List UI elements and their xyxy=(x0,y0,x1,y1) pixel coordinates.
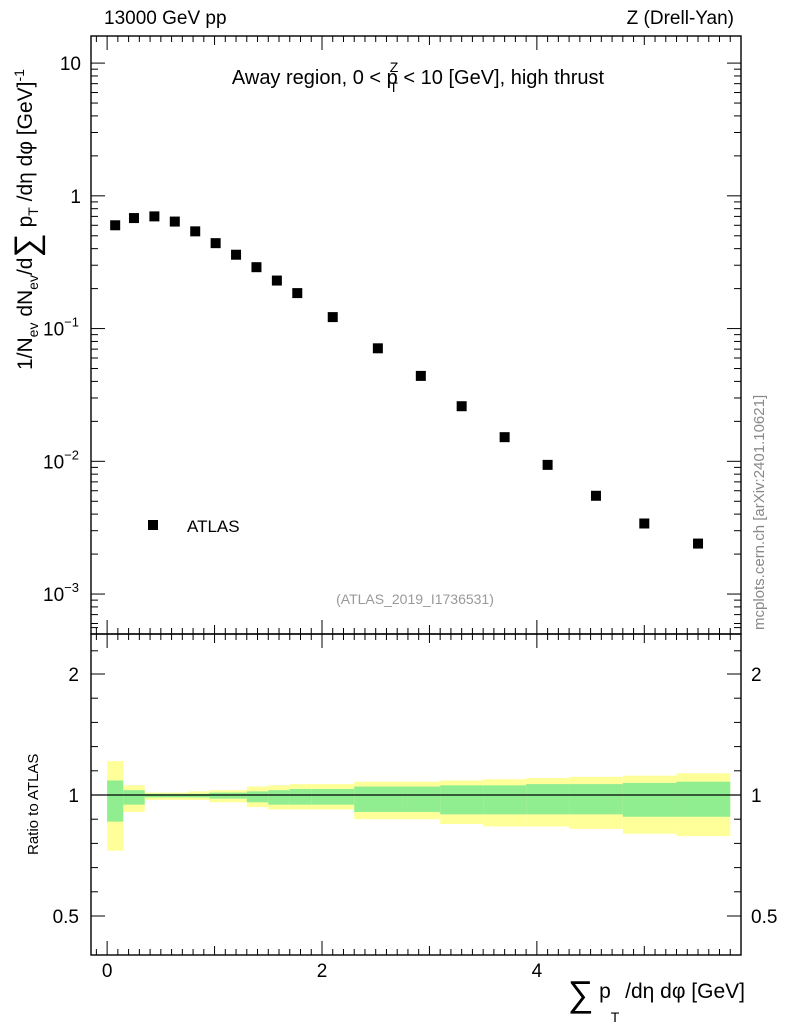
main-y-axis-label-text: 1/Nev dNev/d∑ pT /dη dφ [GeV]-1 xyxy=(8,69,46,370)
stat-uncertainty-band xyxy=(289,788,312,805)
data-point-atlas xyxy=(372,343,383,354)
ratio-y-tick-label-right: 0.5 xyxy=(751,907,777,928)
y-tick-label-base: 10 xyxy=(43,452,64,473)
stat-uncertainty-band xyxy=(440,785,484,815)
x-label-part: /dη dφ [GeV] xyxy=(619,980,745,1003)
stat-uncertainty-band xyxy=(483,785,527,815)
stat-uncertainty-band xyxy=(187,793,210,798)
data-point-atlas xyxy=(190,226,201,237)
y-tick-label: 10 xyxy=(60,54,81,75)
data-point-atlas xyxy=(128,213,139,224)
stat-uncertainty-band xyxy=(676,781,731,817)
analysis-reference-label: (ATLAS_2019_I1736531) xyxy=(336,591,494,607)
stat-uncertainty-band xyxy=(246,791,269,803)
data-point-atlas xyxy=(210,238,221,249)
y-label-sub: ev xyxy=(25,323,41,338)
ratio-y-axis-label-text: Ratio to ATLAS xyxy=(25,754,42,855)
plot-title-sup: Z xyxy=(390,59,399,75)
legend-marker-atlas xyxy=(148,520,158,530)
ratio-y-tick-label-right: 1 xyxy=(751,786,762,807)
legend-label-atlas: ATLAS xyxy=(187,517,240,536)
data-point-atlas xyxy=(169,216,180,227)
x-label-sum-symbol: ∑ xyxy=(568,973,594,1014)
x-label-part: p xyxy=(593,980,611,1003)
data-point-atlas xyxy=(415,370,426,381)
data-point-atlas xyxy=(110,220,121,231)
y-label-sup: -1 xyxy=(11,69,27,82)
stat-uncertainty-band xyxy=(230,792,247,799)
watermark-text: mcplots.cern.ch [arXiv:2401.10621] xyxy=(751,395,768,630)
main-y-axis-label: 1/Nev dNev/d∑ pT /dη dφ [GeV]-1 xyxy=(8,69,46,370)
stat-uncertainty-band xyxy=(144,793,167,798)
data-point-atlas xyxy=(693,538,704,549)
y-label-part: /d xyxy=(14,258,37,276)
x-tick-label: 0 xyxy=(102,961,113,982)
y-label-sum-symbol: ∑ xyxy=(8,233,46,257)
data-point-atlas xyxy=(292,288,303,299)
plot-title-prefix: Away region, 0 < p xyxy=(232,67,398,89)
data-point-atlas xyxy=(639,518,650,529)
x-tick-label: 2 xyxy=(317,961,328,982)
ratio-y-tick-label-right: 2 xyxy=(751,665,762,686)
y-label-part: p xyxy=(14,216,37,234)
stat-uncertainty-band xyxy=(209,792,231,799)
stat-uncertainty-band xyxy=(402,786,441,812)
energy-label: 13000 GeV pp xyxy=(104,8,227,29)
y-label-part: 1/N xyxy=(14,337,37,370)
stat-uncertainty-band xyxy=(268,790,290,805)
data-point-atlas xyxy=(499,432,510,443)
stat-uncertainty-band xyxy=(569,784,623,815)
y-label-sub: T xyxy=(25,207,41,216)
stat-uncertainty-band xyxy=(107,780,124,822)
process-label: Z (Drell-Yan) xyxy=(626,8,734,29)
ratio-y-tick-label-left: 0.5 xyxy=(53,907,79,928)
stat-uncertainty-band xyxy=(622,782,677,817)
x-axis-label: ∑ pT /dη dφ [GeV] xyxy=(568,973,745,1024)
ratio-y-tick-label-left: 1 xyxy=(68,786,79,807)
ratio-y-tick-label-left: 2 xyxy=(68,665,79,686)
x-label-sub: T xyxy=(611,1009,620,1024)
stat-uncertainty-band xyxy=(311,788,355,805)
stat-uncertainty-band xyxy=(354,786,403,812)
y-label-sub: ev xyxy=(25,275,41,290)
y-tick-label-base: 10 xyxy=(43,585,64,606)
y-tick-label-exponent: −3 xyxy=(64,580,79,595)
stat-uncertainty-band xyxy=(526,784,570,815)
data-point-atlas xyxy=(327,312,338,323)
y-tick-label-exponent: −2 xyxy=(64,447,79,462)
data-point-atlas xyxy=(251,262,262,273)
data-point-atlas xyxy=(149,211,160,222)
y-label-part: /dη dφ [GeV] xyxy=(14,82,37,208)
ratio-y-axis-label: Ratio to ATLAS xyxy=(25,754,42,855)
plot-title-suffix: < 10 [GeV], high thrust xyxy=(398,67,605,89)
stat-uncertainty-band xyxy=(166,793,188,798)
main-plot-frame xyxy=(90,35,742,635)
plot-title: Away region, 0 < pZ T < 10 [GeV], high th… xyxy=(232,59,605,95)
y-label-part: dN xyxy=(14,290,37,323)
y-tick-label-exponent: −1 xyxy=(64,315,79,330)
plot-title-sub: T xyxy=(389,79,398,95)
data-point-atlas xyxy=(456,401,467,412)
y-tick-label-base: 10 xyxy=(43,320,64,341)
data-point-atlas xyxy=(590,490,601,501)
y-tick-label: 1 xyxy=(70,187,81,208)
x-tick-label: 4 xyxy=(532,961,543,982)
stat-uncertainty-band xyxy=(123,790,145,805)
y-tick-label: 10−3 xyxy=(43,580,79,606)
data-point-atlas xyxy=(271,275,282,286)
data-point-atlas xyxy=(231,249,242,260)
y-tick-label: 10−1 xyxy=(43,315,79,341)
watermark: mcplots.cern.ch [arXiv:2401.10621] xyxy=(751,395,768,630)
data-point-atlas xyxy=(542,459,553,470)
y-tick-label: 10−2 xyxy=(43,447,79,473)
